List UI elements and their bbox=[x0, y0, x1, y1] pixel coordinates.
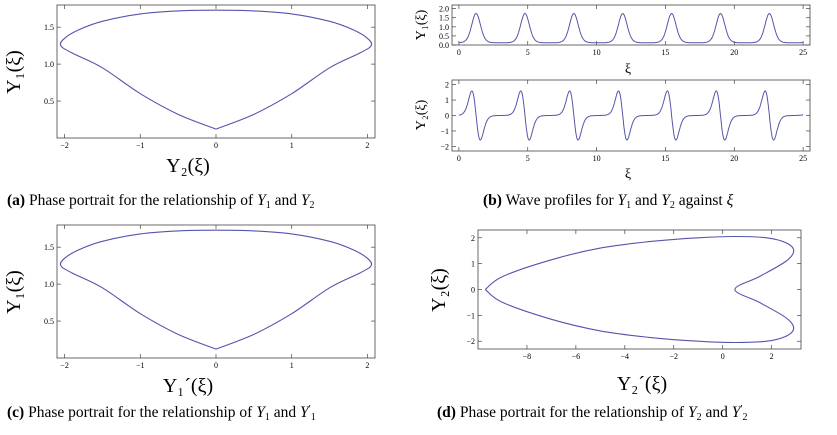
x-tick-label: 0 bbox=[457, 48, 461, 57]
x-tick-label: 20 bbox=[730, 154, 738, 163]
y-tick-label: 1.0 bbox=[439, 23, 449, 32]
x-tick-label: 0 bbox=[214, 141, 218, 150]
caption-a: (a) Phase portrait for the relationship … bbox=[7, 192, 315, 211]
y-tick-label: 2 bbox=[445, 81, 449, 90]
x-axis-label: ξ bbox=[625, 167, 631, 182]
y-tick-label: 0.5 bbox=[439, 32, 449, 41]
x-tick-label: 2 bbox=[365, 361, 369, 370]
x-tick-label: 5 bbox=[526, 48, 530, 57]
y-tick-label: 1 bbox=[471, 260, 475, 269]
x-tick-label: 15 bbox=[661, 48, 669, 57]
x-tick-label: 2 bbox=[365, 141, 369, 150]
x-axis-label: ξ bbox=[625, 62, 631, 77]
y-tick-label: 0 bbox=[445, 112, 449, 121]
x-axis-label: Y₂(ξ) bbox=[166, 155, 210, 177]
plot-frame bbox=[56, 224, 376, 359]
x-tick-label: 25 bbox=[799, 154, 807, 163]
plot-frame bbox=[477, 229, 802, 350]
caption-d: (d) Phase portrait for the relationship … bbox=[437, 404, 748, 423]
x-axis-label: Y₂´(ξ) bbox=[617, 373, 667, 395]
y-axis-label: Y₂(ξ) bbox=[414, 99, 429, 130]
x-tick-label: −1 bbox=[136, 361, 145, 370]
y-tick-label: 2 bbox=[471, 234, 475, 243]
x-tick-label: 25 bbox=[799, 48, 807, 57]
y-tick-label: 1 bbox=[445, 96, 449, 105]
y-tick-label: 2.0 bbox=[439, 5, 449, 14]
y-axis-label: Y₁(ξ) bbox=[3, 270, 25, 314]
y-tick-label: 0.5 bbox=[44, 97, 54, 106]
x-tick-label: 0 bbox=[457, 154, 461, 163]
x-axis-label: Y₁´(ξ) bbox=[163, 375, 213, 397]
y-tick-label: 0.5 bbox=[44, 317, 54, 326]
plot-frame bbox=[451, 4, 811, 46]
phase-portrait-a: −2 −1 0 1 2 0.5 1.0 1.5 Y₂(ξ) Y₁(ξ) bbox=[3, 4, 376, 177]
y-tick-label: −1 bbox=[440, 127, 449, 136]
x-tick-label: 2 bbox=[770, 352, 774, 361]
x-tick-label: −2 bbox=[60, 141, 69, 150]
phase-portrait-d: −8 −6 −4 −2 0 2 −2 −1 0 1 2 Y₂´(ξ) Y₂(ξ) bbox=[428, 229, 802, 395]
y-tick-label: −1 bbox=[466, 311, 475, 320]
x-tick-label: −2 bbox=[60, 361, 69, 370]
x-tick-label: −8 bbox=[523, 352, 532, 361]
y-axis-label: Y₂(ξ) bbox=[428, 268, 450, 312]
x-tick-label: 0 bbox=[721, 352, 725, 361]
wave-profile-y1: 0 5 10 15 20 25 0.00.51.01.52.0 ξ Y₁(ξ) bbox=[414, 4, 811, 77]
x-tick-label: −4 bbox=[621, 352, 630, 361]
y-tick-label: 0.0 bbox=[439, 41, 449, 50]
series-curve bbox=[484, 235, 795, 344]
series-curve bbox=[458, 90, 804, 141]
phase-portrait-c: −2 −1 0 1 2 0.5 1.0 1.5 Y₁´(ξ) Y₁(ξ) bbox=[3, 224, 376, 397]
y-axis-label: Y₁(ξ) bbox=[414, 9, 429, 40]
x-tick-label: 10 bbox=[593, 48, 601, 57]
y-tick-label: 1.0 bbox=[44, 60, 54, 69]
x-tick-label: 20 bbox=[730, 48, 738, 57]
x-tick-label: −6 bbox=[572, 352, 581, 361]
x-tick-label: 15 bbox=[661, 154, 669, 163]
y-axis-label: Y₁(ξ) bbox=[3, 50, 25, 94]
y-tick-label: 1.5 bbox=[44, 23, 54, 32]
series-curve bbox=[59, 9, 373, 130]
x-tick-label: 1 bbox=[290, 361, 294, 370]
plot-frame bbox=[56, 4, 376, 139]
y-tick-label: −2 bbox=[466, 337, 475, 346]
x-tick-label: −2 bbox=[669, 352, 678, 361]
x-tick-label: 10 bbox=[593, 154, 601, 163]
x-tick-label: 0 bbox=[214, 361, 218, 370]
series-curve bbox=[59, 229, 373, 350]
series-curve bbox=[458, 12, 804, 44]
y-tick-label: 1.5 bbox=[44, 243, 54, 252]
y-tick-label: 0 bbox=[471, 286, 475, 295]
y-tick-label: 1.0 bbox=[44, 280, 54, 289]
y-tick-label: 1.5 bbox=[439, 14, 449, 23]
x-tick-label: −1 bbox=[136, 141, 145, 150]
caption-b: (b) Wave profiles for Y1 and Y2 against … bbox=[483, 192, 734, 211]
x-tick-label: 1 bbox=[290, 141, 294, 150]
wave-profile-y2: 0 5 10 15 20 25 −2 −1 0 1 2 ξ Y₂(ξ) bbox=[414, 79, 811, 182]
x-tick-label: 5 bbox=[526, 154, 530, 163]
caption-c: (c) Phase portrait for the relationship … bbox=[7, 404, 316, 423]
y-tick-label: −2 bbox=[440, 142, 449, 151]
